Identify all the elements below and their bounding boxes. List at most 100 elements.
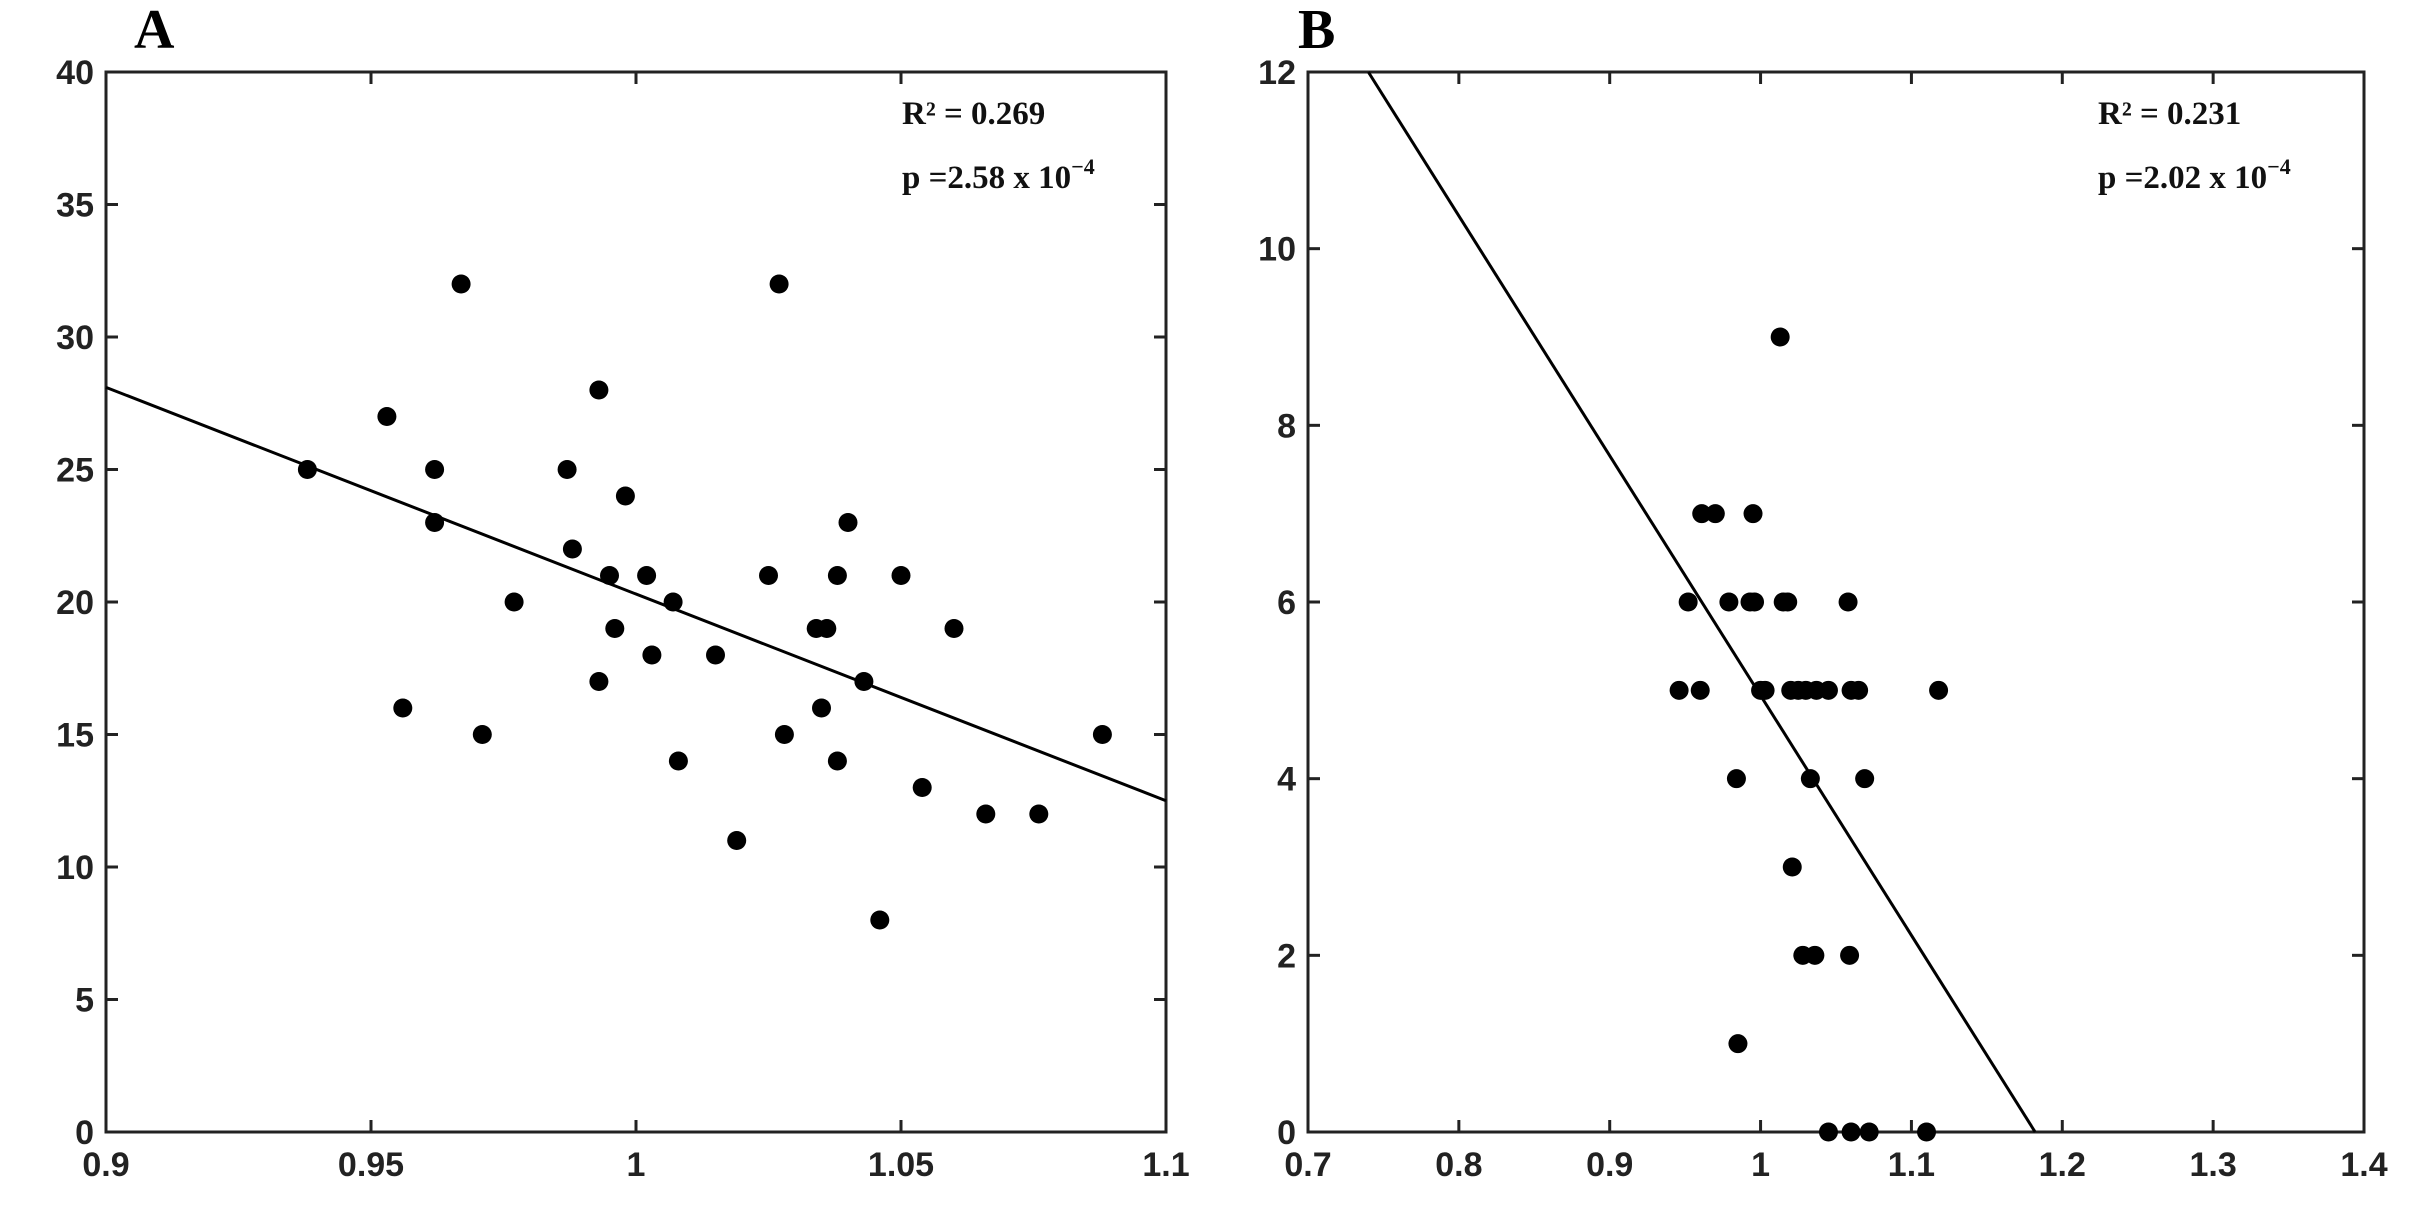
panel-b-data-point: [1849, 680, 1869, 700]
panel-b-data-point: [1841, 1122, 1861, 1142]
panel-b-data-point: [1728, 1034, 1748, 1054]
panel-a-data-point: [642, 645, 662, 665]
panel-b-ytick-label: 2: [1277, 937, 1296, 975]
panel-a-fit: [105, 385, 1167, 803]
panel-a-ytick-label: 35: [56, 187, 94, 225]
panel-b-data-point: [1800, 769, 1820, 789]
panel-a-data-point: [451, 274, 471, 294]
panel-a-data-point: [976, 804, 996, 824]
panel-b-data-point: [1818, 1122, 1838, 1142]
panel-a-ytick-label: 30: [56, 319, 94, 357]
panel-a-data-point: [297, 460, 317, 479]
panel-b-data-point: [1778, 592, 1798, 612]
panel-a-data-point: [668, 751, 688, 771]
panel-a-data-point: [838, 513, 858, 532]
panel-a-xtick-label: 0.9: [82, 1146, 129, 1184]
panel-a-data-point: [827, 751, 847, 771]
panel-a-xtick-label: 1: [627, 1146, 646, 1184]
panel-b-ytick-label: 10: [1258, 231, 1296, 269]
panel-b-data-point: [1770, 327, 1790, 347]
panel-b-r-squared: R² = 0.231: [2098, 96, 2241, 132]
panel-a-xtick-label: 0.95: [338, 1146, 404, 1184]
panel-b-xtick-label: 0.8: [1435, 1146, 1482, 1184]
panel-a-data-point: [663, 592, 683, 612]
panel-a-tick-labels: 0.9 0.95 1 1.05 1.1 0 5 10 15 20 25 30 35 40: [56, 54, 1189, 1184]
panel-a-ticks: [104, 70, 1168, 1134]
panel-a-data-point: [600, 566, 619, 585]
panel-b-xtick-label: 1.4: [2340, 1146, 2387, 1184]
panel-a-data-point: [827, 566, 847, 585]
panel-a-data-point: [425, 513, 445, 532]
panel-b-data-point: [1859, 1122, 1879, 1142]
panel-a-data-point: [562, 539, 582, 559]
panel-a-regression-line: [105, 385, 1167, 803]
panel-b-ytick-label: 8: [1277, 407, 1296, 445]
panel-a-ytick-label: 0: [75, 1114, 94, 1152]
panel-a-data-point: [589, 380, 609, 400]
panel-b-data-point: [1726, 769, 1746, 789]
panel-b-ticks: [1306, 70, 2366, 1134]
panel-a-data-point: [891, 566, 911, 585]
panel-a-data-point: [944, 619, 964, 638]
panel-a-xtick-label: 1.05: [868, 1146, 934, 1184]
panel-a-ytick-label: 25: [56, 452, 94, 490]
panel-a-data-point: [706, 645, 725, 665]
panel-b-data-point: [1719, 592, 1739, 612]
panel-a-data-point: [377, 407, 397, 426]
panel-b-xtick-label: 1.3: [2190, 1146, 2237, 1184]
panel-b-ytick-label: 6: [1277, 584, 1296, 622]
panel-b-data-point: [1805, 945, 1825, 965]
panel-a-points: [297, 274, 1112, 930]
panel-b-tick-labels: 0.7 0.8 0.9 1 1.1 1.2 1.3 1.4 0 2 4 6 8 10 12: [1258, 54, 2388, 1184]
panel-a-data-point: [870, 910, 890, 930]
panel-a-data-point: [854, 672, 874, 691]
panel-a-ytick-label: 10: [56, 849, 94, 887]
panel-a-data-point: [637, 566, 657, 585]
panel-a-r-squared: R² = 0.269: [902, 96, 1045, 132]
panel-b-data-point: [1690, 680, 1710, 700]
panel-b-ytick-label: 4: [1277, 761, 1296, 799]
panel-b: B 0.7 0.8 0.9 1 1.1 1.2 1.3 1.4 0 2 4 6 8 10 12 R² = 0…: [1258, 0, 2388, 1184]
panel-b-data-point: [1678, 592, 1698, 612]
panel-a-plot-area: [104, 70, 1168, 1134]
panel-b-p-value: p =2.02 x 10−4: [2098, 154, 2291, 196]
panel-b-data-point: [1705, 504, 1725, 524]
panel-a-ytick-label: 20: [56, 584, 94, 622]
panel-b-data-point: [1840, 945, 1860, 965]
panel-b-ytick-label: 0: [1277, 1114, 1296, 1152]
panel-a-data-point: [393, 698, 413, 718]
panel-a-data-point: [504, 592, 524, 612]
panel-a-data-point: [557, 460, 577, 479]
panel-a-data-point: [817, 619, 837, 638]
panel-b-ytick-label: 12: [1258, 54, 1296, 92]
panel-b-xtick-label: 1: [1751, 1146, 1770, 1184]
panel-b-data-point: [1745, 592, 1765, 612]
panel-b-p-base: p =2.02 x 10: [2098, 160, 2267, 196]
panel-a-ytick-label: 5: [75, 982, 94, 1020]
panel-b-data-point: [1917, 1122, 1937, 1142]
panel-a-xtick-label: 1.1: [1142, 1146, 1189, 1184]
panel-b-fit: [1367, 71, 2037, 1133]
panel-b-data-point: [1755, 680, 1775, 700]
panel-b-data-point: [1743, 504, 1763, 524]
panel-b-plot-area: [1306, 70, 2366, 1134]
panel-a-data-point: [605, 619, 625, 638]
panel-a-p-value: p =2.58 x 10−4: [902, 154, 1095, 196]
panel-a-data-point: [425, 460, 445, 479]
panel-a-data-point: [727, 831, 747, 850]
panel-b-regression-line: [1367, 71, 2037, 1133]
panel-b-xtick-label: 1.2: [2039, 1146, 2086, 1184]
panel-a-data-point: [759, 566, 778, 585]
panel-b-xtick-label: 1.1: [1888, 1146, 1935, 1184]
panel-a-data-point: [912, 778, 932, 797]
panel-a-ytick-label: 15: [56, 717, 94, 755]
panel-b-data-point: [1838, 592, 1858, 612]
panel-a-p-base: p =2.58 x 10: [902, 160, 1071, 196]
panel-b-data-point: [1692, 504, 1712, 524]
panel-a: A 0.9 0.95 1 1.05 1.1 0 5 10 15 20 25 30 35 40 R² = 0…: [56, 0, 1189, 1184]
panel-a-label: A: [134, 0, 175, 61]
panel-b-p-exponent: −4: [2267, 154, 2291, 179]
panel-a-data-point: [615, 486, 635, 506]
panel-b-data-point: [1855, 769, 1875, 789]
